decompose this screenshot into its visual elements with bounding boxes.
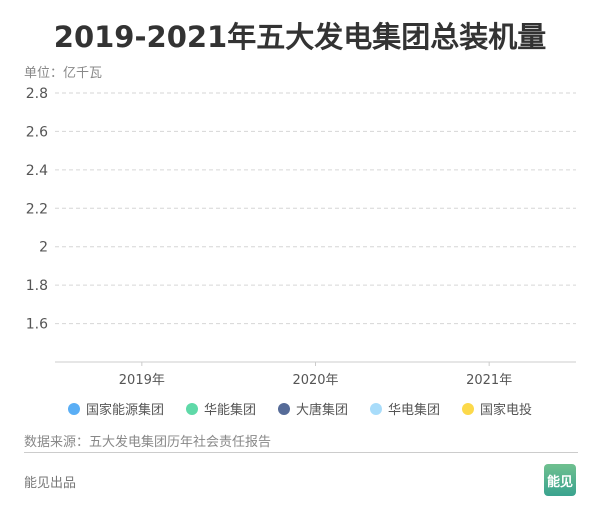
data-source: 数据来源：五大发电集团历年社会责任报告 bbox=[24, 435, 272, 450]
line-chart: 2.8 2.6 2.4 2.2 2 1.8 1.6 2019年 2020年 2021年 bbox=[26, 86, 576, 388]
y-tick-label: 1.8 bbox=[26, 278, 48, 294]
legend-label: 国家电投 bbox=[480, 403, 533, 418]
legend-item[interactable]: 国家电投 bbox=[462, 399, 532, 418]
legend-item[interactable]: 华电集团 bbox=[370, 399, 440, 418]
legend-item[interactable]: 大唐集团 bbox=[277, 399, 348, 418]
legend-label: 华电集团 bbox=[388, 403, 441, 418]
chart-title: 2019-2021年五大发电集团总装机量 bbox=[53, 20, 547, 54]
unit-label: 单位：亿千瓦 bbox=[24, 66, 103, 81]
legend-marker bbox=[462, 402, 475, 415]
legend-marker bbox=[67, 402, 80, 415]
legend-label: 国家能源集团 bbox=[85, 403, 164, 418]
legend-item[interactable]: 国家能源集团 bbox=[67, 399, 164, 418]
legend-marker bbox=[185, 402, 198, 415]
divider bbox=[24, 452, 578, 453]
legend-item[interactable]: 华能集团 bbox=[185, 399, 256, 418]
y-tick-label: 2 bbox=[39, 240, 48, 256]
x-tick-label: 2019年 bbox=[119, 373, 165, 388]
y-tick-label: 2.8 bbox=[26, 86, 48, 102]
legend-marker bbox=[277, 402, 290, 415]
brand-logo: 能见 bbox=[544, 464, 576, 496]
y-tick-label: 1.6 bbox=[26, 317, 48, 333]
x-tick-label: 2020年 bbox=[292, 373, 338, 388]
legend-label: 华能集团 bbox=[203, 403, 256, 418]
x-tick-label: 2021年 bbox=[466, 373, 512, 388]
y-tick-label: 2.4 bbox=[26, 163, 48, 179]
legend: 国家能源集团 华能集团 大唐集团 华电集团 国家电投 bbox=[0, 399, 600, 418]
y-tick-label: 2.6 bbox=[26, 124, 48, 140]
legend-marker bbox=[370, 402, 382, 415]
legend-label: 大唐集团 bbox=[295, 403, 348, 418]
y-tick-label: 2.2 bbox=[26, 201, 48, 217]
brand-text: 能见出品 bbox=[24, 476, 77, 491]
